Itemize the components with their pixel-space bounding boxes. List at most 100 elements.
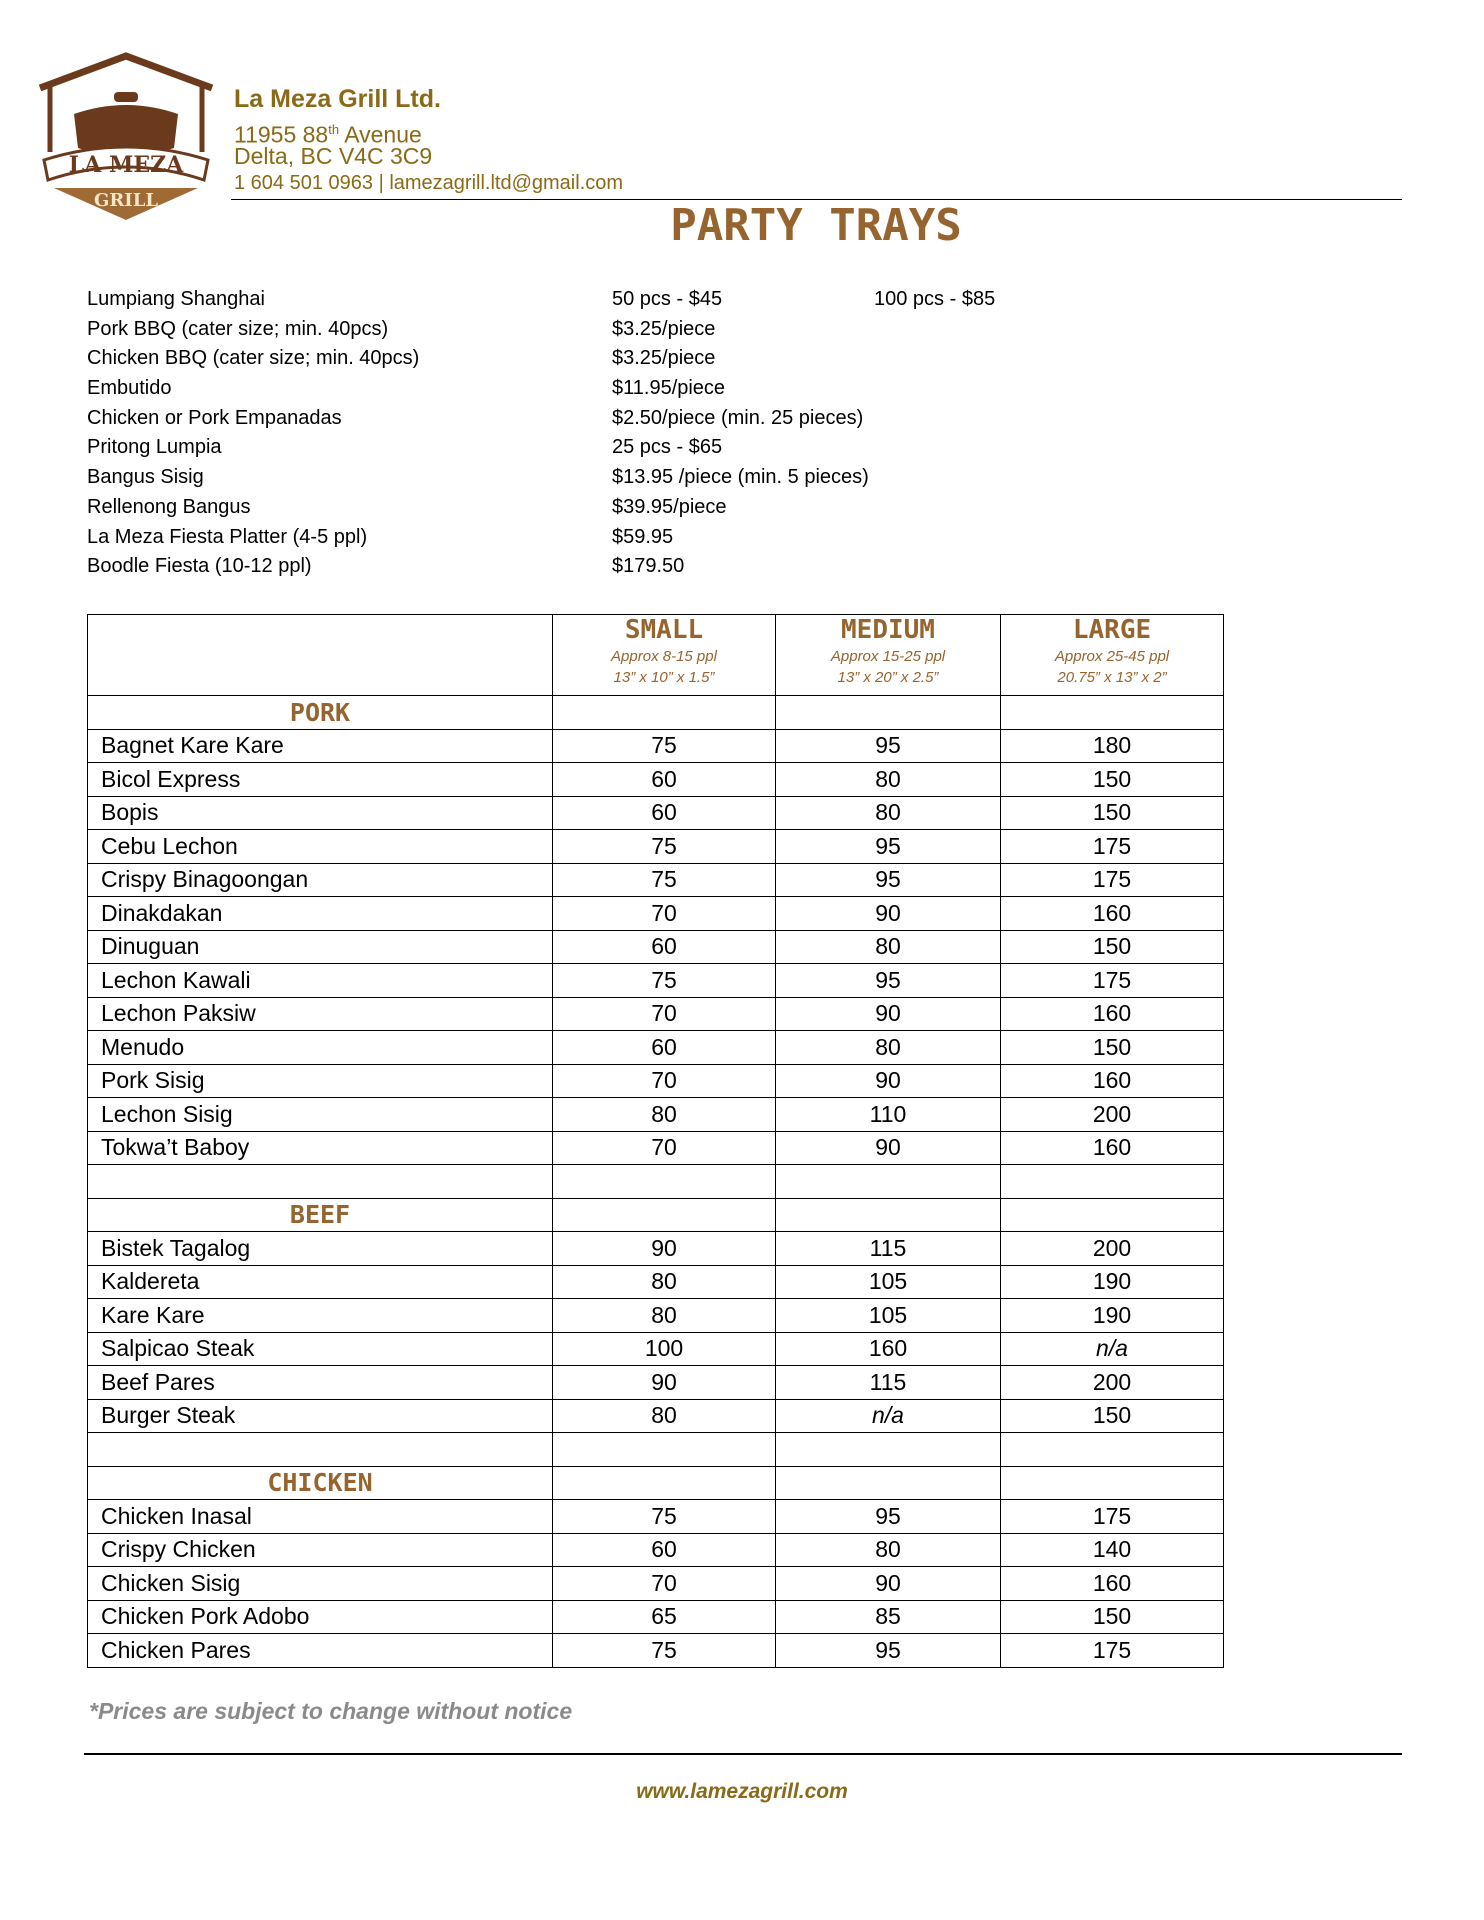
item-name: Lumpiang Shanghai [87, 288, 265, 310]
price-cell: 85 [775, 1599, 1001, 1634]
menu-row: Lechon Sisig 80 110 200 [87, 1097, 1224, 1132]
note: *Prices are subject to change without no… [89, 1698, 573, 1724]
logo-banner [42, 145, 210, 182]
price-cell: 70 [552, 1063, 776, 1098]
price-cell: 160 [1000, 896, 1224, 931]
item-price: $3.25/piece [612, 317, 716, 340]
menu-item: Crispy Binagoongan [87, 862, 553, 897]
item-price: $11.95/piece [612, 377, 726, 400]
price-cell: 75 [552, 862, 776, 897]
menu-item: Lechon Kawali [87, 963, 553, 998]
price-cell: 75 [552, 829, 776, 864]
price-cell: 140 [1000, 1532, 1224, 1567]
menu-item: Chicken Sisig [87, 1566, 553, 1601]
price-cell: 95 [775, 829, 1001, 864]
price-cell: 70 [552, 1130, 776, 1165]
price-cell: 60 [552, 1532, 776, 1567]
menu-row: Chicken Pares 75 95 175 [87, 1633, 1224, 1668]
blank-cell [87, 1164, 553, 1199]
price-cell: 175 [1000, 1633, 1224, 1668]
menu-row: Burger Steak 80 n/a 150 [87, 1398, 1224, 1433]
price-cell: 110 [775, 1097, 1001, 1132]
price-cell: 80 [775, 929, 1001, 964]
blank-cell [1000, 1465, 1224, 1500]
price-cell: 180 [1000, 728, 1224, 763]
menu-row: Cebu Lechon 75 95 175 [87, 829, 1224, 864]
item-price: $3.25/piece [612, 347, 716, 370]
section-name: CHICKEN [87, 1465, 553, 1500]
price-cell: 160 [775, 1331, 1001, 1366]
menu-item: Chicken Pares [87, 1633, 553, 1668]
blank-cell [552, 1432, 776, 1467]
menu-item: Lechon Sisig [87, 1097, 553, 1132]
menu-row: Crispy Binagoongan 75 95 175 [87, 862, 1224, 897]
price-cell: 150 [1000, 1398, 1224, 1433]
menu-row: Beef Pares 90 115 200 [87, 1365, 1224, 1400]
price-cell: 175 [1000, 862, 1224, 897]
menu-item: Crispy Chicken [87, 1532, 553, 1567]
menu-row: Bicol Express 60 80 150 [87, 762, 1224, 797]
price-cell: 175 [1000, 829, 1224, 864]
header-row: SMALL Approx 8-15 ppl 13” x 10” x 1.5” MEDI… [87, 614, 1224, 696]
column-size: 20.75” x 13” x 2” [1057, 669, 1167, 686]
price-cell: 105 [775, 1298, 1001, 1333]
price-cell: 200 [1000, 1097, 1224, 1132]
blank-cell [1000, 1432, 1224, 1467]
item-name: Chicken BBQ (cater size; min. 40pcs) [87, 347, 420, 370]
price-cell: 90 [775, 1566, 1001, 1601]
price-cell: 160 [1000, 996, 1224, 1031]
menu-row: Salpicao Steak 100 160 n/a [87, 1331, 1224, 1366]
price-cell: 150 [1000, 795, 1224, 830]
blank-cell [1000, 1164, 1224, 1199]
price-cell: 75 [552, 728, 776, 763]
menu-item: Bopis [87, 795, 553, 830]
price-cell: 90 [775, 1063, 1001, 1098]
blank-cell [1000, 695, 1224, 730]
column-header: MEDIUM Approx 15-25 ppl 13” x 20” x 2.5” [775, 614, 1001, 696]
price-cell: 150 [1000, 929, 1224, 964]
item-price: $2.50/piece (min. 25 pieces) [612, 406, 864, 429]
logo-roof [38, 52, 214, 92]
price-cell: 65 [552, 1599, 776, 1634]
menu-item: Beef Pares [87, 1365, 553, 1400]
city: Delta, BC V4C 3C9 [234, 143, 433, 169]
column-title: SMALL [624, 615, 704, 645]
menu-item: Bagnet Kare Kare [87, 728, 553, 763]
item-name: Rellenong Bangus [87, 495, 251, 518]
address-sup: th [328, 122, 340, 137]
blank-cell [87, 1432, 553, 1467]
logo: LA MEZA GRILL [38, 52, 214, 220]
price-cell: 95 [775, 963, 1001, 998]
item-name: Pork BBQ (cater size; min. 40pcs) [87, 317, 389, 340]
contact: 1 604 501 0963 | lamezagrill.ltd@gmail.c… [234, 172, 624, 194]
menu-item: Salpicao Steak [87, 1331, 553, 1366]
menu-row: Bopis 60 80 150 [87, 795, 1224, 830]
price-cell: 115 [775, 1231, 1001, 1266]
item-price: $13.95 /piece (min. 5 pieces) [612, 466, 869, 489]
price-cell: 60 [552, 929, 776, 964]
column-people: Approx 8-15 ppl [611, 648, 717, 665]
price-cell: 70 [552, 996, 776, 1031]
price-cell: 150 [1000, 1030, 1224, 1065]
price-cell: 90 [775, 996, 1001, 1031]
blank-cell [775, 695, 1001, 730]
menu-item: Dinuguan [87, 929, 553, 964]
price-cell: 105 [775, 1264, 1001, 1299]
column-people: Approx 15-25 ppl [830, 648, 946, 665]
item-name: Bangus Sisig [87, 466, 204, 489]
menu-row: Lechon Kawali 75 95 175 [87, 963, 1224, 998]
logo-text: LA MEZA [69, 152, 184, 178]
price-cell: 80 [552, 1298, 776, 1333]
menu-row: Kaldereta 80 105 190 [87, 1264, 1224, 1299]
price-cell: 60 [552, 1030, 776, 1065]
column-header: SMALL Approx 8-15 ppl 13” x 10” x 1.5” [552, 614, 776, 696]
price-cell: 80 [552, 1398, 776, 1433]
price-cell: 70 [552, 896, 776, 931]
blank-cell [775, 1432, 1001, 1467]
item-price: 25 pcs - $65 [612, 436, 723, 459]
menu-item: Cebu Lechon [87, 829, 553, 864]
price-cell: 150 [1000, 1599, 1224, 1634]
menu-row: Crispy Chicken 60 80 140 [87, 1532, 1224, 1567]
section-row: PORK [87, 695, 1224, 730]
